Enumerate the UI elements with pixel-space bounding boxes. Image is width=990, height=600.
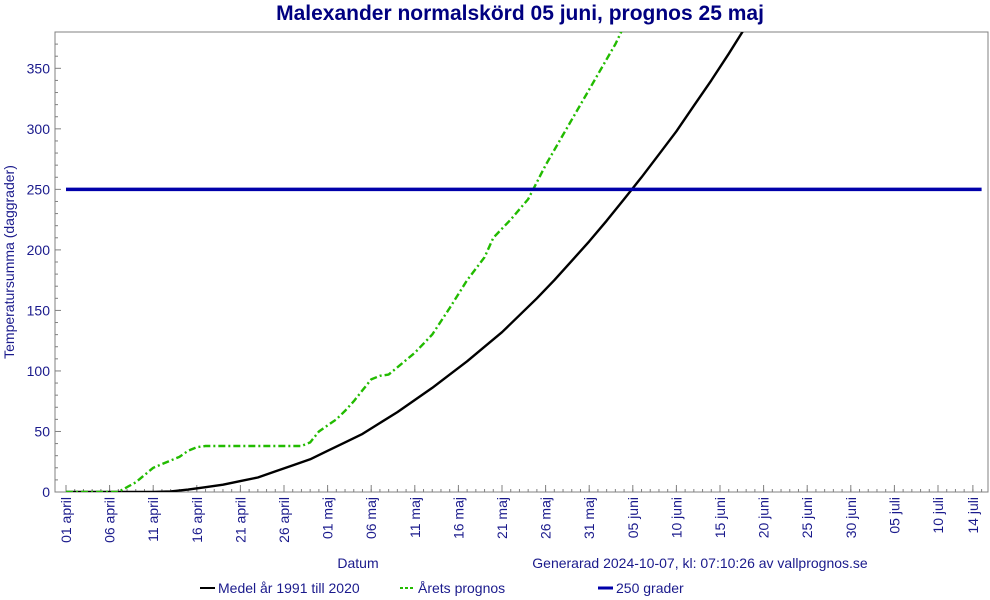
x-tick-label: 15 juni <box>712 497 728 538</box>
x-tick-label: 05 juni <box>625 497 641 538</box>
x-axis-label: Datum <box>337 555 378 571</box>
y-tick-label: 300 <box>27 121 51 137</box>
y-tick-label: 350 <box>27 60 51 76</box>
y-tick-label: 50 <box>34 423 50 439</box>
x-tick-label: 10 juli <box>930 497 946 534</box>
plot-frame <box>54 31 989 493</box>
generated-note: Generarad 2024-10-07, kl: 07:10:26 av va… <box>532 555 868 571</box>
x-tick-label: 30 juni <box>843 497 859 538</box>
x-tick-label: 26 maj <box>538 497 554 539</box>
y-tick-label: 0 <box>42 484 50 500</box>
x-tick-label: 01 maj <box>320 497 336 539</box>
y-axis-label: Temperatursumma (daggrader) <box>1 165 17 359</box>
x-tick-label: 11 maj <box>407 497 423 538</box>
y-tick-label: 150 <box>27 302 51 318</box>
x-tick-label: 21 maj <box>494 497 510 539</box>
y-tick-label: 100 <box>27 363 51 379</box>
x-tick-label: 05 juli <box>886 497 902 534</box>
x-tick-label: 16 maj <box>450 497 466 539</box>
y-tick-label: 250 <box>27 181 51 197</box>
legend-label-0: Medel år 1991 till 2020 <box>218 580 360 596</box>
x-tick-label: 11 april <box>145 497 161 542</box>
x-tick-label: 06 maj <box>363 497 379 539</box>
x-tick-label: 21 april <box>232 497 248 543</box>
x-tick-label: 25 juni <box>799 497 815 538</box>
x-tick-label: 16 april <box>189 497 205 543</box>
x-tick-label: 01 april <box>58 497 74 543</box>
x-tick-label: 20 juni <box>756 497 772 538</box>
series-line-1 <box>66 32 623 492</box>
y-tick-label: 200 <box>27 242 51 258</box>
chart-title: Malexander normalskörd 05 juni, prognos … <box>276 2 764 25</box>
legend-label-2: 250 grader <box>616 580 684 596</box>
legend: Medel år 1991 till 2020 Årets prognos 250 … <box>200 580 684 596</box>
x-tick-label: 10 juni <box>668 497 684 538</box>
series-line-0 <box>66 32 744 492</box>
legend-label-1: Årets prognos <box>418 580 505 596</box>
x-tick-label: 26 april <box>276 497 292 543</box>
x-tick-label: 06 april <box>102 497 118 543</box>
x-tick-label: 31 maj <box>581 497 597 539</box>
x-tick-label: 14 juli <box>965 497 981 534</box>
